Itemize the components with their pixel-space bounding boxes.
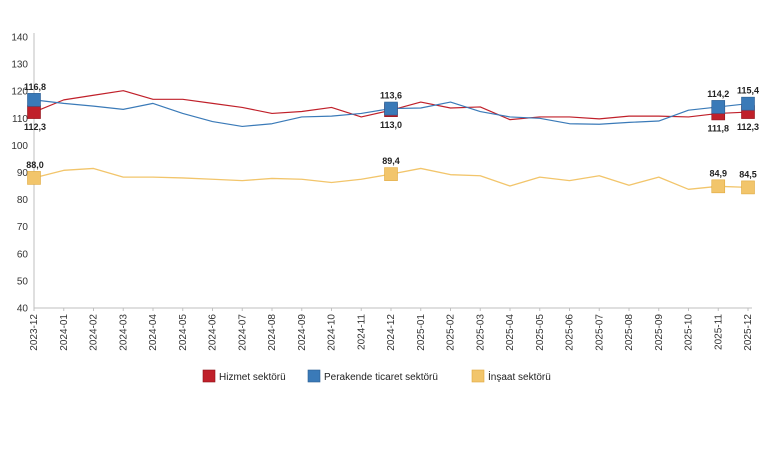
x-tick-label: 2025-06 (565, 314, 576, 351)
x-tick-label: 2023-12 (29, 314, 40, 351)
legend-swatch-1 (307, 369, 321, 383)
x-tick-label: 2025-04 (505, 314, 516, 351)
data-marker-2-23 (711, 179, 726, 194)
x-tick-label: 2025-05 (535, 314, 546, 351)
x-tick-label: 2024-07 (237, 314, 248, 351)
y-tick-label: 60 (17, 249, 29, 260)
legend-label-1: Perakende ticaret sektörü (324, 372, 438, 383)
x-tick-label: 2025-08 (624, 314, 635, 351)
y-tick-label: 50 (17, 276, 29, 287)
x-tick-label: 2024-04 (148, 314, 159, 351)
x-tick-label: 2025-12 (743, 314, 754, 351)
x-tick-label: 2024-01 (59, 314, 70, 351)
x-tick-label: 2024-11 (356, 314, 367, 350)
x-tick-label: 2024-10 (327, 314, 338, 351)
x-tick-label: 2024-03 (118, 314, 129, 351)
x-tick-label: 2024-12 (386, 314, 397, 351)
y-tick-label: 40 (17, 304, 29, 315)
data-marker-1-23 (711, 100, 726, 114)
x-tick-label: 2025-10 (684, 314, 695, 351)
data-label: 112,3 (737, 122, 759, 132)
x-tick-label: 2025-07 (594, 314, 605, 351)
y-tick-label: 90 (17, 168, 29, 179)
data-marker-1-24 (741, 96, 755, 111)
y-tick-label: 130 (11, 60, 28, 71)
y-tick-label: 120 (11, 87, 28, 98)
data-label: 113,6 (380, 91, 402, 101)
x-tick-label: 2024-05 (178, 314, 189, 351)
legend: Hizmet sektörü Perakende ticaret sektörü İ… (202, 369, 551, 383)
y-tick-label: 100 (11, 141, 28, 152)
data-marker-1-0 (27, 93, 41, 107)
data-label: 89,4 (382, 156, 400, 166)
legend-label-2: İnşaat sektörü (488, 370, 551, 383)
data-label: 84,9 (709, 168, 727, 178)
y-tick-label: 80 (17, 195, 29, 206)
data-marker-2-0 (27, 171, 41, 185)
legend-label-0: Hizmet sektörü (219, 372, 286, 383)
data-label: 111,8 (707, 123, 729, 133)
x-tick-label: 2024-09 (297, 314, 308, 351)
x-tick-label: 2025-09 (654, 314, 665, 351)
data-marker-0-0 (27, 105, 41, 119)
x-axis-ticks: 2023-12 2024-01 2024-02 2024-03 2024-04 2024-… (29, 308, 754, 351)
data-label: 84,5 (739, 169, 757, 179)
x-tick-label: 2025-02 (446, 314, 457, 351)
x-tick-label: 2025-11 (713, 314, 724, 350)
data-label: 112,3 (24, 122, 46, 132)
y-tick-label: 70 (17, 222, 29, 233)
legend-swatch-2 (471, 369, 485, 383)
data-label: 114,2 (707, 89, 729, 99)
x-tick-label: 2024-08 (267, 314, 278, 351)
x-tick-label: 2025-01 (416, 314, 427, 351)
data-marker-2-24 (741, 180, 755, 195)
data-label: 116,8 (24, 82, 46, 92)
data-label: 115,4 (737, 86, 759, 96)
x-tick-label: 2024-06 (208, 314, 219, 351)
y-tick-label: 110 (12, 114, 28, 125)
x-tick-label: 2025-03 (475, 314, 486, 351)
legend-swatch-0 (202, 369, 216, 383)
y-tick-label: 140 (11, 33, 28, 44)
x-tick-label: 2024-02 (89, 314, 100, 351)
data-label: 88,0 (26, 160, 44, 170)
y-axis-ticks: 40 50 60 70 80 90 100 110 120 130 140 (11, 33, 28, 315)
data-marker-2-12 (384, 167, 398, 181)
data-label: 113,0 (380, 120, 402, 130)
data-marker-1-12 (384, 101, 398, 116)
